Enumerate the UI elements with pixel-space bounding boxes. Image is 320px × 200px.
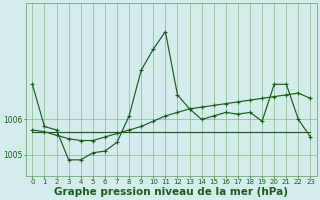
X-axis label: Graphe pression niveau de la mer (hPa): Graphe pression niveau de la mer (hPa) (54, 187, 288, 197)
